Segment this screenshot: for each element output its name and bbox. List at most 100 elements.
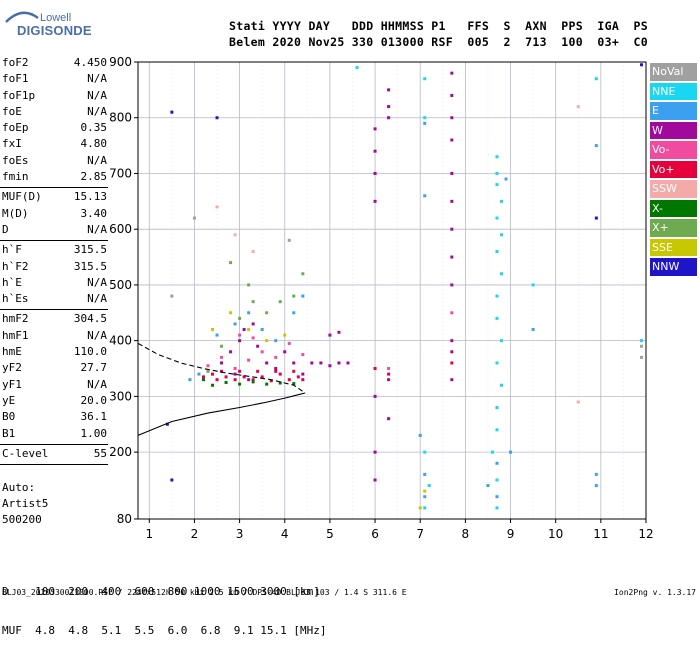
x-tick-label: 6 [371,527,379,541]
data-point-w [450,116,454,120]
param-value: 3.40 [80,206,108,220]
data-point-e [197,372,201,376]
param-separator [0,464,108,466]
data-point-nnw [215,116,219,120]
data-point-nnw [170,478,174,482]
data-point-w [265,361,269,365]
data-point-noval [170,294,174,298]
data-point-e [495,495,499,499]
param-label: B0 [2,410,16,424]
data-point-nne [495,406,499,410]
data-point-x- [247,283,251,287]
param-row: foEp 0.35 [0,121,112,137]
data-point-x- [229,261,233,265]
data-point-e [423,194,427,198]
y-tick-label: 200 [109,445,132,459]
x-tick-label: 3 [236,527,244,541]
data-point-w [328,333,332,337]
data-point-w [387,378,391,382]
data-point-vo- [260,375,264,379]
data-point-e [594,144,598,148]
data-point-w [387,105,391,109]
data-point-noval [639,344,643,348]
data-point-nne [531,283,535,287]
data-point-nne [427,484,431,488]
data-point-vo- [242,375,246,379]
param-label: yF2 [2,361,22,375]
legend-entry-vo-: Vo+ [650,160,697,178]
data-point-vo- [287,341,291,345]
param-row: foE N/A [0,105,112,121]
data-point-nne [495,216,499,220]
param-label: foEs [2,153,29,167]
param-row: B0 36.1 [0,410,112,426]
data-point-w [373,478,377,482]
data-point-ssw [215,205,219,209]
data-point-w [310,361,314,365]
param-label: h`E [2,275,22,289]
data-point-w [373,450,377,454]
data-point-w [328,364,332,368]
data-point-vo- [233,378,237,382]
param-value: 1.00 [80,426,108,440]
data-point-sse [418,506,422,510]
data-point-sse [283,333,287,337]
data-point-nne [495,183,499,187]
data-point-w [373,199,377,203]
auto-info: Auto: Artist5 500200 [2,480,48,528]
data-point-w [346,361,350,365]
data-point-vo- [238,369,242,373]
data-point-w [337,330,341,334]
param-value: 110.0 [73,345,107,359]
param-row: B1 1.00 [0,427,112,443]
data-point-x- [251,380,255,384]
data-point-vo- [292,369,296,373]
param-label: foF2 [2,56,29,69]
param-separator [0,240,108,242]
data-point-e [247,311,251,315]
data-point-nne [423,77,427,81]
data-point-e [423,495,427,499]
param-value: N/A [87,292,107,306]
data-point-e [418,433,422,437]
data-point-nne [495,478,499,482]
data-point-w [373,171,377,175]
param-label: foE [2,104,22,118]
param-value: 55 [93,446,107,460]
data-point-w [373,394,377,398]
data-point-w [450,339,454,343]
y-tick-label: 600 [109,222,132,236]
param-row: h`F 315.5 [0,243,112,259]
data-point-x- [201,378,205,382]
data-point-ssw [576,105,580,109]
data-point-vo- [450,361,454,365]
x-tick-label: 9 [507,527,515,541]
param-separator [0,309,108,311]
data-point-e [233,322,237,326]
data-point-vo- [224,375,228,379]
param-value: 4.80 [80,137,108,151]
data-point-x- [292,382,296,386]
data-point-nne [495,171,499,175]
logo-line-2: DIGISONDE [17,23,92,38]
legend-entry-x-: X- [650,199,697,217]
header-labels-row: Stati YYYY DAY DDD HHMMSS P1 FFS S AXN P… [229,19,648,33]
data-point-nnw [170,110,174,114]
param-value: 15.13 [73,190,107,204]
logo-line-1: Lowell [40,12,72,24]
legend-entry-e: E [650,102,697,120]
data-point-vo- [251,378,255,382]
data-point-vo- [206,364,210,368]
data-point-vo- [269,379,273,383]
param-value: 315.5 [73,243,107,257]
data-point-vo- [274,369,278,373]
auto-line-2: Artist5 [2,497,49,510]
data-point-x- [278,381,282,385]
data-point-w [337,361,341,365]
direction-legend: NoVal NNE E W Vo- Vo+ SSW X- X+ SSE NNW [650,63,697,278]
data-point-e [274,339,278,343]
data-point-nnw [594,216,598,220]
data-point-w [319,361,323,365]
data-point-e [594,472,598,476]
x-tick-label: 11 [593,527,608,541]
